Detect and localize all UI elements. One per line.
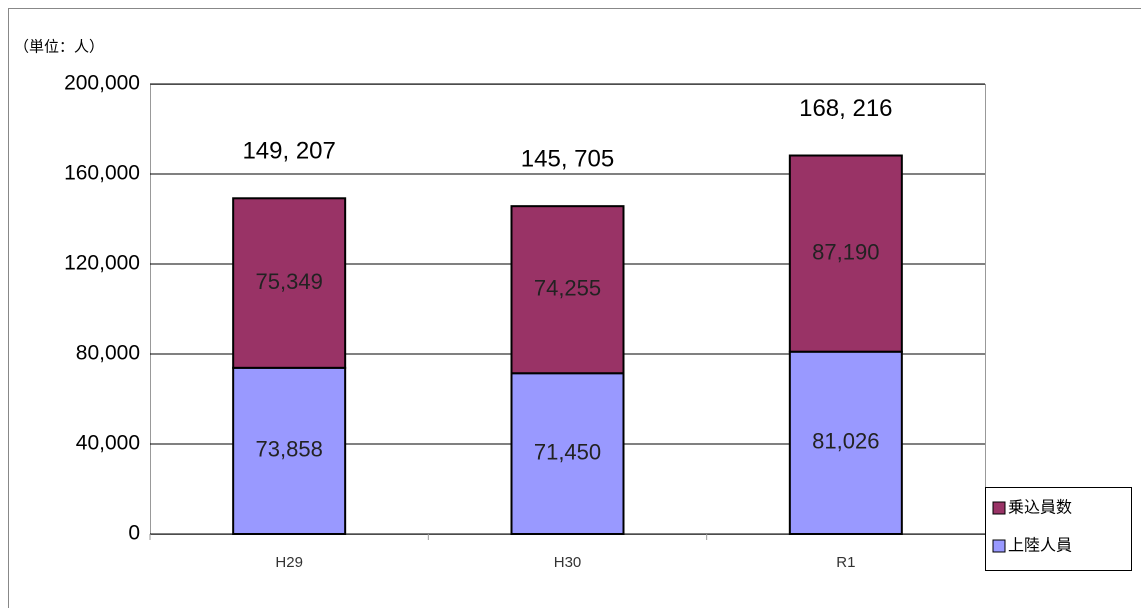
- legend-swatch: [992, 501, 1006, 515]
- unit-label: （単位：人）: [14, 38, 104, 56]
- bar-segment: [232, 197, 347, 369]
- data-label: 73,858: [256, 437, 323, 462]
- y-tick-label: 40,000: [76, 432, 140, 455]
- bar-segment: [510, 372, 625, 535]
- data-label: 87,190: [812, 239, 879, 264]
- data-label: 71,450: [534, 439, 601, 464]
- chart-frame: [8, 8, 1141, 608]
- legend: [985, 487, 1132, 571]
- x-tick-label: R1: [836, 554, 855, 571]
- data-label: 81,026: [812, 429, 879, 454]
- y-tick-label: 120,000: [64, 252, 140, 275]
- total-label: 149, 207: [242, 138, 335, 165]
- data-label: 74,255: [534, 276, 601, 301]
- legend-label: 上陸人員: [1008, 536, 1072, 555]
- y-tick-label: 0: [128, 522, 140, 545]
- bar-segment: [232, 366, 347, 535]
- bar-segment: [788, 350, 903, 535]
- legend-swatch: [992, 539, 1006, 553]
- legend-label: 乗込員数: [1008, 498, 1072, 517]
- bar-segment: [788, 154, 903, 353]
- y-tick-label: 200,000: [64, 72, 140, 95]
- total-label: 168, 216: [799, 95, 892, 122]
- x-tick-label: H30: [554, 554, 582, 571]
- total-label: 145, 705: [521, 146, 614, 173]
- y-tick-label: 160,000: [64, 162, 140, 185]
- y-tick-label: 80,000: [76, 342, 140, 365]
- data-label: 75,349: [256, 269, 323, 294]
- bar-segment: [510, 205, 625, 375]
- x-tick-label: H29: [275, 554, 303, 571]
